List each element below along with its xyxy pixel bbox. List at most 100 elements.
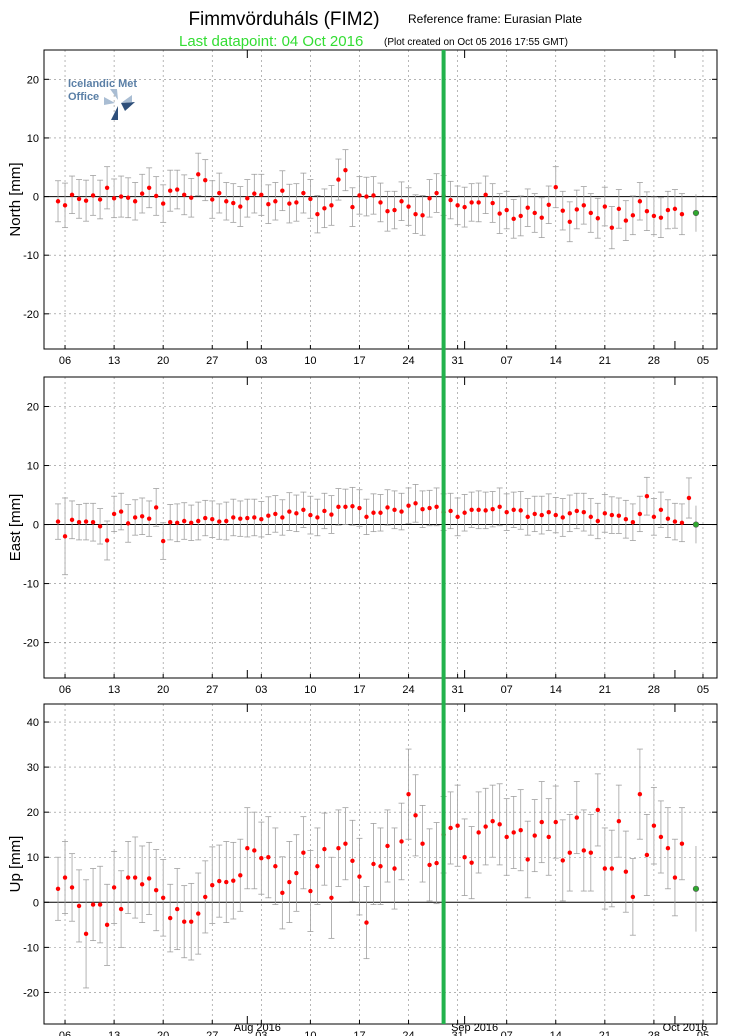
data-point bbox=[630, 894, 636, 900]
data-point bbox=[266, 855, 271, 860]
data-point bbox=[672, 206, 678, 212]
last-data-point bbox=[692, 521, 700, 528]
month-label: Aug 2016 bbox=[234, 1022, 281, 1034]
data-point bbox=[111, 511, 117, 517]
data-point bbox=[448, 197, 453, 203]
data-point bbox=[97, 524, 103, 529]
data-point bbox=[406, 204, 411, 209]
plot-frame bbox=[43, 376, 718, 679]
data-point bbox=[308, 512, 313, 518]
data-point bbox=[322, 508, 327, 514]
x-tick-label: 31 bbox=[451, 684, 463, 696]
data-point bbox=[238, 516, 243, 521]
data-point bbox=[315, 515, 320, 520]
data-point bbox=[595, 216, 601, 221]
y-tick-label: -20 bbox=[23, 638, 39, 650]
x-tick-label: 24 bbox=[402, 684, 414, 696]
reference-frame-label: Reference frame: Eurasian Plate bbox=[408, 12, 582, 26]
data-point bbox=[469, 507, 474, 512]
data-point bbox=[567, 850, 572, 855]
y-tick-label: 0 bbox=[33, 520, 39, 532]
imo-logo: Icelandic Met Office bbox=[68, 78, 137, 120]
x-tick-label: 31 bbox=[451, 1030, 463, 1036]
data-point bbox=[560, 208, 565, 213]
data-point bbox=[427, 196, 432, 201]
logo-pinwheel-icon bbox=[104, 89, 135, 120]
data-point bbox=[679, 211, 685, 217]
data-point bbox=[392, 507, 397, 512]
y-tick-label: 10 bbox=[27, 133, 39, 145]
data-point bbox=[399, 509, 404, 514]
plot-frame bbox=[43, 49, 718, 350]
data-point bbox=[532, 511, 537, 517]
data-point bbox=[329, 203, 334, 208]
data-point bbox=[231, 515, 236, 520]
data-point bbox=[196, 911, 201, 916]
data-point bbox=[336, 177, 341, 182]
data-point bbox=[196, 172, 201, 177]
data-point bbox=[104, 185, 110, 190]
panel-up: -20 -10 0 10 20 30 40 06 13 20 27 03 10 17 24 31 07 14 21 2… bbox=[7, 703, 718, 1036]
data-point bbox=[511, 216, 516, 222]
x-tick-label: 20 bbox=[157, 684, 169, 696]
data-point bbox=[595, 518, 601, 524]
data-point bbox=[343, 841, 348, 846]
x-tick-label: 21 bbox=[599, 355, 611, 367]
data-point bbox=[167, 188, 173, 193]
data-point bbox=[90, 902, 96, 907]
data-point bbox=[139, 514, 145, 519]
data-point bbox=[231, 878, 236, 883]
data-point bbox=[567, 219, 572, 224]
x-tick-label: 10 bbox=[304, 684, 316, 696]
x-tick-label: 14 bbox=[550, 684, 562, 696]
data-point bbox=[273, 511, 278, 517]
data-point bbox=[104, 538, 110, 543]
data-point bbox=[245, 196, 250, 201]
data-point bbox=[174, 520, 180, 525]
data-point bbox=[203, 515, 208, 521]
data-point bbox=[364, 194, 369, 199]
data-point bbox=[546, 509, 551, 515]
data-point bbox=[483, 824, 488, 829]
data-point bbox=[350, 858, 355, 864]
data-point bbox=[301, 507, 306, 512]
data-point bbox=[322, 846, 327, 852]
station-title: Fimmvörduháls (FIM2) bbox=[188, 9, 379, 30]
data-point bbox=[217, 519, 222, 524]
data-point bbox=[203, 177, 208, 183]
x-tick-label: 20 bbox=[157, 1030, 169, 1036]
data-point bbox=[462, 855, 467, 860]
data-point bbox=[413, 211, 418, 217]
data-point bbox=[350, 204, 355, 210]
data-point bbox=[651, 514, 657, 520]
data-point bbox=[413, 813, 418, 818]
data-point bbox=[238, 873, 243, 878]
x-tick-label: 06 bbox=[59, 355, 71, 367]
data-point bbox=[511, 507, 516, 512]
data-point bbox=[174, 906, 180, 912]
data-point bbox=[224, 199, 229, 204]
data-point bbox=[616, 818, 622, 824]
y-tick-label: 0 bbox=[33, 897, 39, 909]
data-point bbox=[623, 218, 629, 223]
x-tick-label: 17 bbox=[353, 684, 365, 696]
data-point bbox=[539, 512, 544, 518]
data-point bbox=[455, 514, 460, 520]
data-point bbox=[125, 875, 131, 880]
data-point bbox=[343, 167, 348, 173]
data-point bbox=[504, 207, 509, 213]
y-axis-label: East [mm] bbox=[7, 494, 24, 562]
data-point bbox=[602, 204, 608, 209]
x-tick-label: 24 bbox=[402, 1030, 414, 1036]
x-tick-label: 28 bbox=[648, 1030, 660, 1036]
data-point bbox=[252, 191, 257, 196]
y-tick-label: 0 bbox=[33, 192, 39, 204]
data-point bbox=[420, 213, 425, 218]
data-point bbox=[329, 895, 334, 901]
data-point bbox=[160, 895, 166, 901]
data-point bbox=[588, 514, 594, 520]
last-datapoint-label: Last datapoint: 04 Oct 2016 bbox=[179, 33, 363, 50]
data-point bbox=[196, 518, 201, 524]
